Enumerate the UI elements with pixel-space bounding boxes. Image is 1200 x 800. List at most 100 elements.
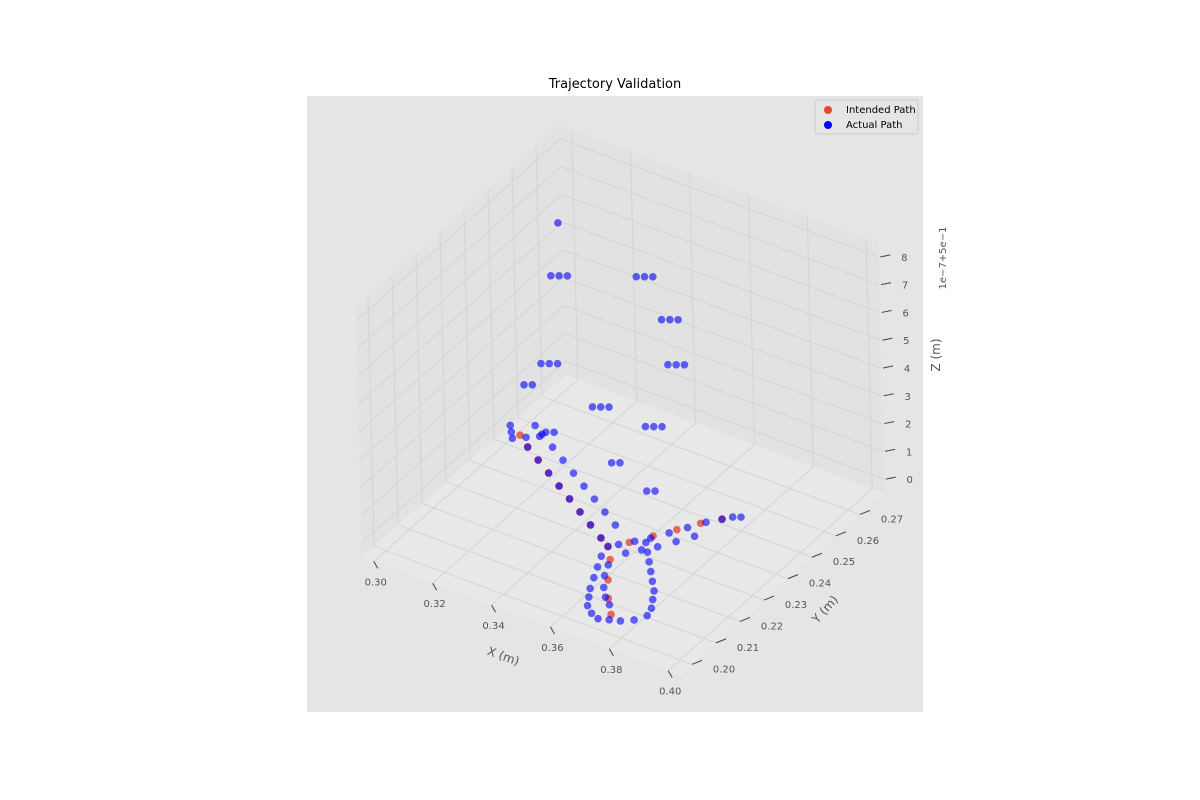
grid-line-y: [397, 524, 717, 644]
y-tick-mark: [763, 595, 775, 601]
x-tick-mark: [550, 626, 555, 635]
y-tick-label: 0.26: [857, 536, 879, 547]
data-point: [680, 361, 689, 369]
y-tick-mark: [739, 617, 751, 622]
x-tick-mark: [373, 561, 379, 569]
data-point: [728, 513, 737, 521]
data-point: [621, 549, 630, 557]
grid-line-z: [360, 332, 566, 516]
grid-line-x: [609, 466, 814, 650]
z-tick-label: 6: [902, 308, 908, 319]
data-point: [672, 360, 680, 369]
data-point: [614, 540, 623, 549]
x-tick-mark: [432, 582, 438, 591]
grid-line-x: [667, 488, 873, 672]
data-point: [605, 600, 614, 609]
z-tick-mark: [885, 476, 896, 480]
z-tick-label: 0: [906, 475, 912, 486]
y-tick-mark: [859, 509, 871, 515]
y-tick-mark: [835, 531, 847, 537]
grid-line-z: [356, 166, 562, 350]
data-point: [580, 482, 588, 490]
legend-box: [814, 99, 919, 135]
data-point: [586, 521, 595, 529]
data-point: [651, 487, 659, 495]
y-tick-mark: [715, 638, 727, 644]
data-point: [646, 567, 655, 576]
data-point: [665, 529, 673, 537]
y-tick-mark: [787, 574, 799, 580]
x-tick-label: 0.32: [424, 599, 446, 610]
grid-line-z: [564, 332, 884, 452]
data-points: [506, 219, 745, 625]
data-point: [586, 584, 594, 593]
data-point: [590, 495, 599, 503]
data-point: [585, 593, 593, 601]
grid-line-z: [356, 138, 561, 322]
data-point: [528, 381, 537, 389]
data-point: [605, 403, 613, 411]
grid-line-z: [560, 138, 879, 258]
grid-line-z: [560, 166, 880, 286]
data-point: [544, 469, 553, 477]
z-offset-label: 1e−7+5e−1: [938, 227, 949, 290]
x-tick-label: 0.40: [659, 687, 681, 698]
data-point: [548, 443, 557, 451]
data-point: [520, 381, 528, 389]
data-point: [563, 272, 572, 280]
data-point: [576, 508, 584, 516]
data-point: [649, 272, 657, 281]
data-point: [674, 315, 682, 324]
data-point: [554, 219, 562, 227]
data-point: [640, 272, 649, 281]
data-point: [649, 422, 658, 431]
data-point: [605, 616, 614, 624]
chart-title: Trajectory Validation: [548, 77, 682, 92]
grid-line-y: [373, 545, 693, 665]
data-point: [553, 359, 562, 368]
grid-line-z: [561, 193, 880, 313]
data-point: [583, 601, 592, 610]
data-point: [643, 548, 652, 556]
z-tick-mark: [882, 365, 894, 369]
data-point: [702, 518, 710, 527]
grid-line-z: [358, 249, 564, 433]
grid-line-z: [563, 277, 882, 397]
grid-line-y: [517, 417, 837, 537]
y-tick-label: 0.22: [761, 621, 783, 632]
z-tick-mark: [880, 282, 892, 286]
data-point: [657, 315, 666, 324]
data-point: [516, 431, 524, 439]
grid-line-z: [564, 305, 883, 425]
z-axis-label: Z (m): [929, 338, 943, 371]
data-point: [630, 616, 638, 624]
x-tick-mark: [608, 648, 614, 657]
data-point: [737, 513, 745, 521]
grid-line-x: [491, 422, 696, 606]
data-point: [616, 617, 625, 625]
grid-line-z: [357, 194, 562, 377]
z-tick-label: 3: [904, 392, 910, 403]
data-point: [683, 523, 692, 532]
x-tick-label: 0.38: [600, 665, 622, 676]
y-tick-label: 0.27: [881, 514, 903, 525]
data-point: [637, 546, 646, 554]
data-point: [546, 271, 555, 280]
x-tick-label: 0.34: [482, 621, 504, 632]
data-point: [601, 593, 610, 601]
z-tick-label: 4: [904, 364, 910, 375]
data-point: [648, 577, 657, 586]
z-tick-mark: [884, 448, 896, 452]
data-point: [522, 433, 530, 442]
grid-line-y: [445, 481, 765, 601]
data-point: [596, 403, 605, 411]
legend-marker-intended: [824, 106, 832, 114]
grid-line-y: [421, 503, 741, 622]
data-point: [601, 508, 609, 516]
data-point: [565, 495, 574, 503]
data-point: [632, 272, 641, 281]
y-tick-label: 0.20: [713, 664, 735, 675]
z-tick-label: 8: [901, 253, 907, 264]
y-tick-label: 0.24: [809, 579, 831, 590]
